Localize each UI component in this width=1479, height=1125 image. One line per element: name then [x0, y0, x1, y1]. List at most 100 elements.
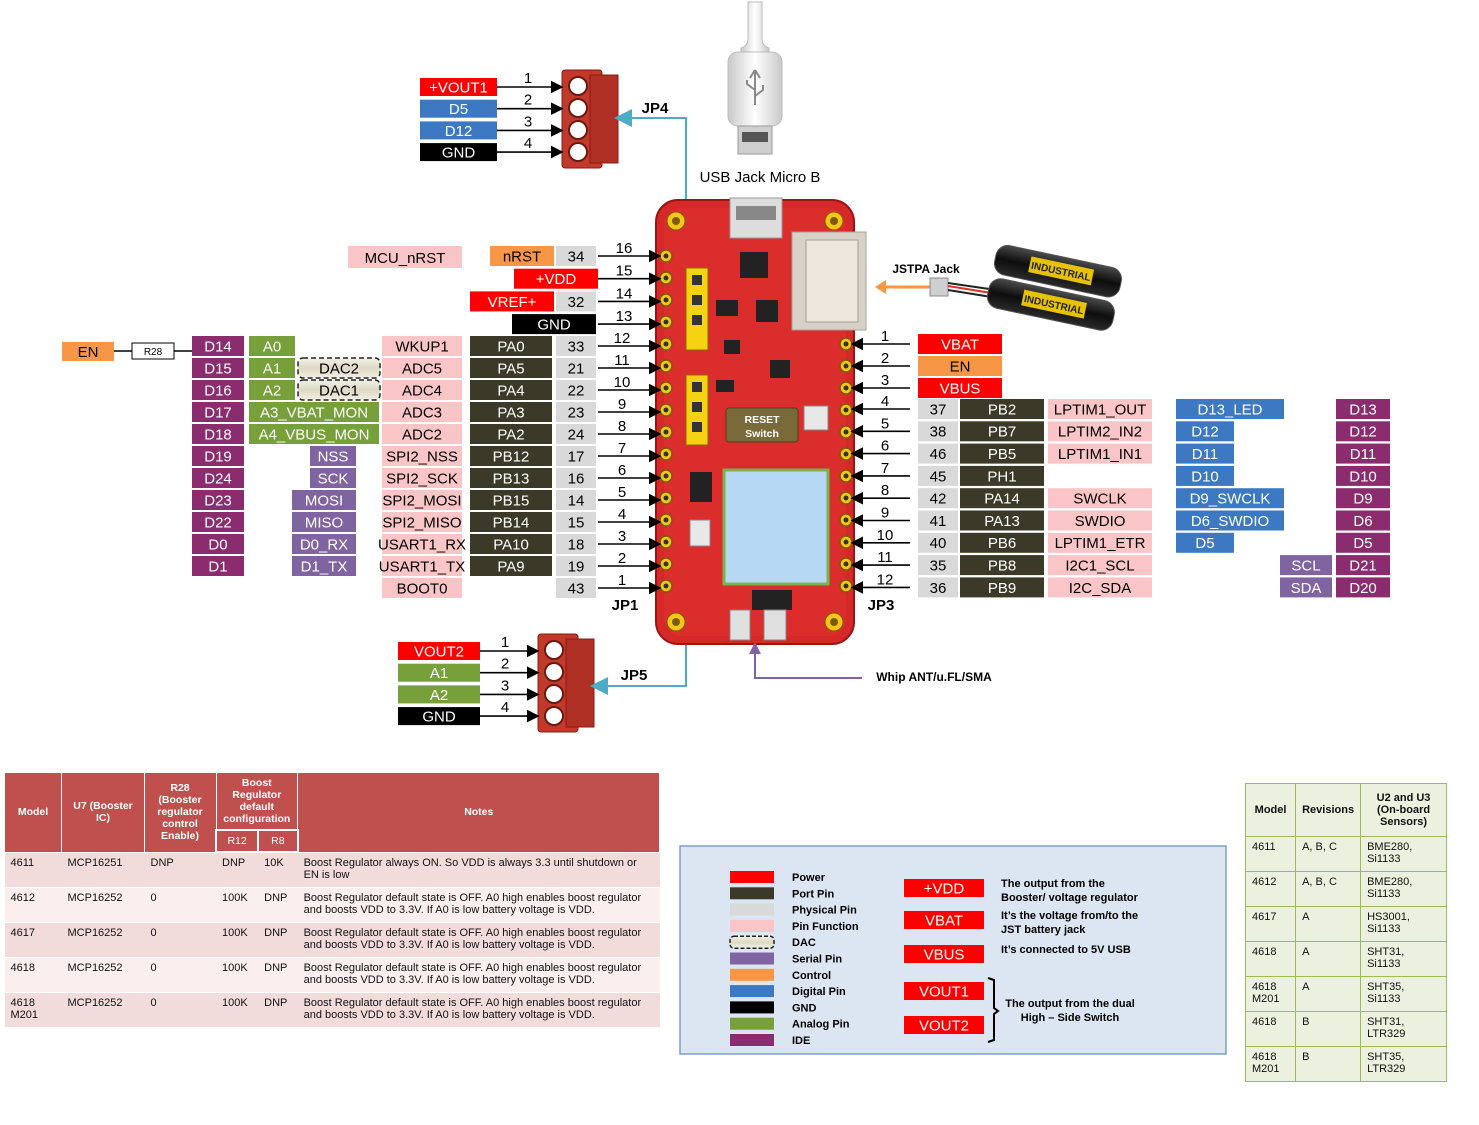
legend-label: Physical Pin [792, 905, 857, 917]
feather-board: RESET Switch [655, 197, 867, 645]
ide-pin-text: D21 [1349, 558, 1377, 575]
port-pin: PA5 [470, 358, 552, 378]
vdd-badge-text: +VDD [536, 271, 577, 288]
pkg-pin: 33 [556, 336, 596, 356]
ide-pin: D23 [192, 490, 244, 510]
pin-function: LPTIM2_IN2 [1048, 421, 1152, 442]
dac-pin: DAC2 [297, 357, 381, 379]
ide-pin: D5 [1336, 532, 1390, 553]
digital-pin-text: D13_LED [1197, 401, 1262, 418]
cell-model: 4618 M201 [4, 992, 62, 1027]
port-pin: PA4 [470, 380, 552, 400]
ide-pin-text: D11 [1350, 446, 1376, 463]
legend-label: IDE [792, 1035, 810, 1047]
cell-u7: MCP16252 [61, 992, 145, 1027]
serial-pin-text: MOSI [305, 492, 343, 509]
pkg-pin-text: 22 [568, 382, 585, 399]
legend-note-badge-text: VBAT [925, 912, 963, 929]
analog-pin: A2 [249, 380, 295, 400]
pin-function: SPI2_NSS [382, 446, 462, 466]
legend-note-text: The output from the [1001, 878, 1105, 890]
legend-swatch [730, 871, 774, 883]
col-r12: R12 [214, 829, 260, 853]
jp3-pin-number: 4 [881, 393, 889, 410]
jp5-label: JP5 [621, 667, 648, 684]
battery-icon: INDUSTRIAL INDUSTRIAL [986, 244, 1122, 331]
legend-vout-badge-text: VOUT1 [919, 983, 969, 1000]
col-model: Model [1244, 783, 1297, 837]
jp1-pin-number: 1 [618, 572, 626, 589]
pin-function-text: SPI2_SCK [386, 470, 458, 487]
legend-swatch [729, 935, 775, 949]
pkg-pin-text: 46 [930, 446, 947, 463]
port-pin-text: PA9 [497, 558, 524, 575]
legend-swatch [730, 1001, 774, 1014]
cell-sensors: BME280, Si1133 [1360, 871, 1447, 907]
pkg-pin-text: 40 [930, 535, 947, 552]
pin-function: SPI2_MOSI [382, 490, 462, 510]
cell-r8: DNP [258, 992, 298, 1027]
jp1-pin-number: 5 [618, 484, 626, 501]
cell-r8: DNP [258, 922, 298, 958]
jp5-pin-1: VOUT2 [398, 642, 480, 660]
pin-function-text: ADC3 [402, 404, 442, 421]
cell-u7: MCP16252 [61, 957, 145, 993]
ide-pin: D11 [1336, 443, 1390, 464]
jp1-pin-number: 16 [616, 240, 633, 257]
analog-pin-text: A0 [263, 338, 281, 355]
jp4-pin-2-text: D5 [449, 101, 468, 118]
pin-function: WKUP1 [382, 336, 462, 356]
ide-pin: D1 [192, 556, 244, 576]
port-pin-text: PB14 [493, 514, 530, 531]
booster-config-table: Model U7 (Booster IC) R28 (Booster regul… [4, 772, 660, 1027]
port-pin: PB13 [470, 468, 552, 488]
digital-pin: D9_SWCLK [1176, 488, 1284, 509]
gnd-badge-text: GND [537, 317, 571, 334]
cell-sensors: SHT31, Si1133 [1360, 941, 1447, 977]
port-pin: PB14 [470, 512, 552, 532]
port-pin-text: PA13 [984, 513, 1020, 530]
pin-function-text: ADC4 [402, 382, 442, 399]
port-pin: PB9 [960, 577, 1044, 598]
port-pin: PB15 [470, 490, 552, 510]
cell-notes: Boost Regulator default state is OFF. A0… [297, 922, 660, 958]
table-row: 4612 A, B, C BME280, Si1133 [1244, 871, 1447, 907]
legend-note-text: JST battery jack [1001, 924, 1086, 936]
port-pin: PA0 [470, 336, 552, 356]
ide-pin-text: D22 [204, 514, 232, 531]
pin-function-text: USART1_RX [378, 536, 466, 553]
legend-vout-badge: VOUT1 [904, 982, 984, 1000]
r28-text: R28 [144, 347, 163, 358]
jp1-pin-number: 4 [618, 506, 626, 523]
jp3-power-badge-text: VBUS [940, 380, 981, 397]
cell-model: 4612 [4, 887, 62, 923]
serial-pin-text: SCL [1291, 558, 1320, 575]
cell-rev: A, B, C [1295, 836, 1362, 872]
jp1-label: JP1 [612, 597, 639, 614]
serial-pin: D0_RX [292, 534, 356, 554]
port-pin: PH1 [960, 465, 1044, 486]
port-pin-text: PB2 [988, 401, 1016, 418]
pin-function: SWCLK [1048, 488, 1152, 509]
jp3-pin-number: 8 [881, 482, 889, 499]
jp3-pin-number: 1 [881, 328, 889, 345]
port-pin-text: PB7 [988, 424, 1016, 441]
pkg-pin-text: 33 [568, 338, 585, 355]
usb-jack-label: USB Jack Micro B [700, 169, 821, 186]
pkg-pin: 45 [918, 465, 958, 486]
port-pin-text: PB13 [493, 470, 530, 487]
en-text: EN [78, 344, 99, 361]
legend-label: DAC [792, 937, 816, 949]
ide-pin-text: D0 [208, 536, 227, 553]
pin-function: I2C1_SCL [1048, 555, 1152, 576]
jp5-pin-1-text: VOUT2 [414, 643, 464, 660]
cell-rev: B [1295, 1046, 1362, 1082]
pkg-pin: 34 [556, 246, 596, 266]
pin-function-text: I2C1_SCL [1065, 558, 1134, 575]
reset-label: RESET [744, 414, 780, 426]
jp3-pin-number: 7 [881, 460, 889, 477]
revisions-table: Model Revisions U2 and U3 (On-board Sens… [1244, 783, 1447, 1082]
jp3-power-badge-text: EN [950, 358, 971, 375]
cell-notes: Boost Regulator default state is OFF. A0… [297, 957, 660, 993]
